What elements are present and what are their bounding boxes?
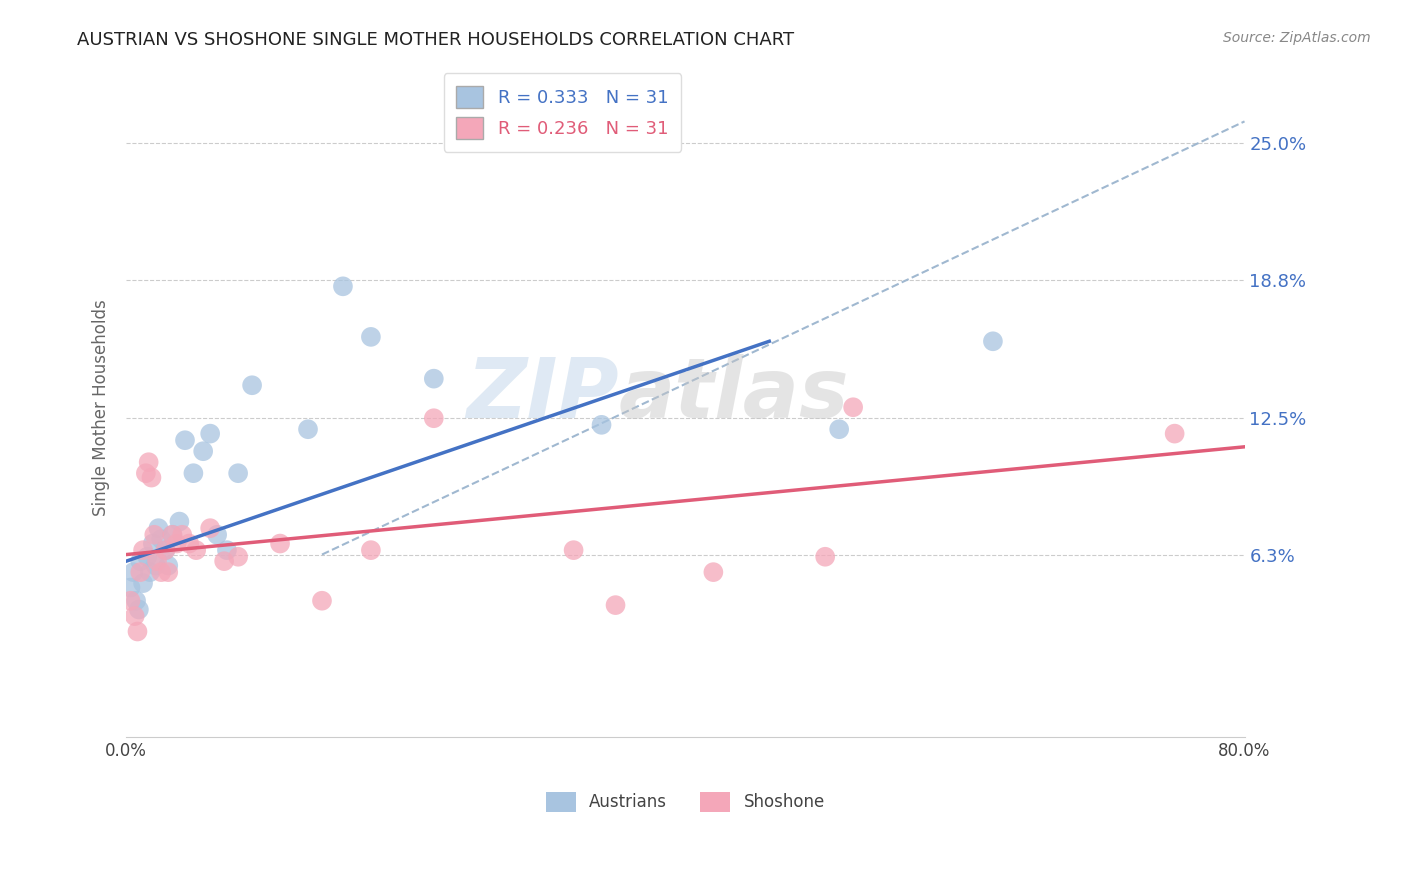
Text: AUSTRIAN VS SHOSHONE SINGLE MOTHER HOUSEHOLDS CORRELATION CHART: AUSTRIAN VS SHOSHONE SINGLE MOTHER HOUSE… [77,31,794,49]
Point [828,422,851,436]
Point [146,554,169,568]
Point [702,565,724,579]
Point [148,521,170,535]
Point [145,558,167,573]
Point [128,602,150,616]
Point [186,543,208,558]
Point [150,532,173,546]
Point [981,334,1004,349]
Point [360,330,382,344]
Point [842,401,865,415]
Point [155,543,177,558]
Point [155,543,177,558]
Point [138,455,160,469]
Point [269,536,291,550]
Point [814,549,837,564]
Point [169,515,191,529]
Point [141,470,163,484]
Point [311,593,333,607]
Point [193,444,215,458]
Point [120,581,142,595]
Point [157,565,180,579]
Text: ZIP: ZIP [465,353,619,434]
Point [150,565,173,579]
Y-axis label: Single Mother Households: Single Mother Households [93,299,110,516]
Legend: Austrians, Shoshone: Austrians, Shoshone [536,781,835,822]
Point [1163,426,1185,441]
Point [423,411,446,425]
Point [226,466,249,480]
Point [240,378,263,392]
Point [129,565,152,579]
Point [132,576,155,591]
Point [162,528,184,542]
Point [591,417,613,432]
Point [423,372,446,386]
Point [166,536,188,550]
Point [205,528,228,542]
Point [179,536,201,550]
Point [605,598,627,612]
Point [135,466,157,480]
Text: atlas: atlas [619,353,849,434]
Point [297,422,319,436]
Point [132,543,155,558]
Point [157,558,180,573]
Point [183,466,205,480]
Point [226,549,249,564]
Point [215,543,238,558]
Point [139,565,162,579]
Point [143,528,166,542]
Point [562,543,585,558]
Point [198,521,221,535]
Point [122,565,145,579]
Point [127,624,149,639]
Point [174,434,197,448]
Point [162,528,184,542]
Point [172,528,194,542]
Point [124,609,146,624]
Point [198,426,221,441]
Point [212,554,235,568]
Point [136,549,159,564]
Point [142,536,165,550]
Point [129,554,152,568]
Point [120,593,142,607]
Text: Source: ZipAtlas.com: Source: ZipAtlas.com [1223,31,1371,45]
Point [360,543,382,558]
Point [125,593,148,607]
Point [332,279,354,293]
